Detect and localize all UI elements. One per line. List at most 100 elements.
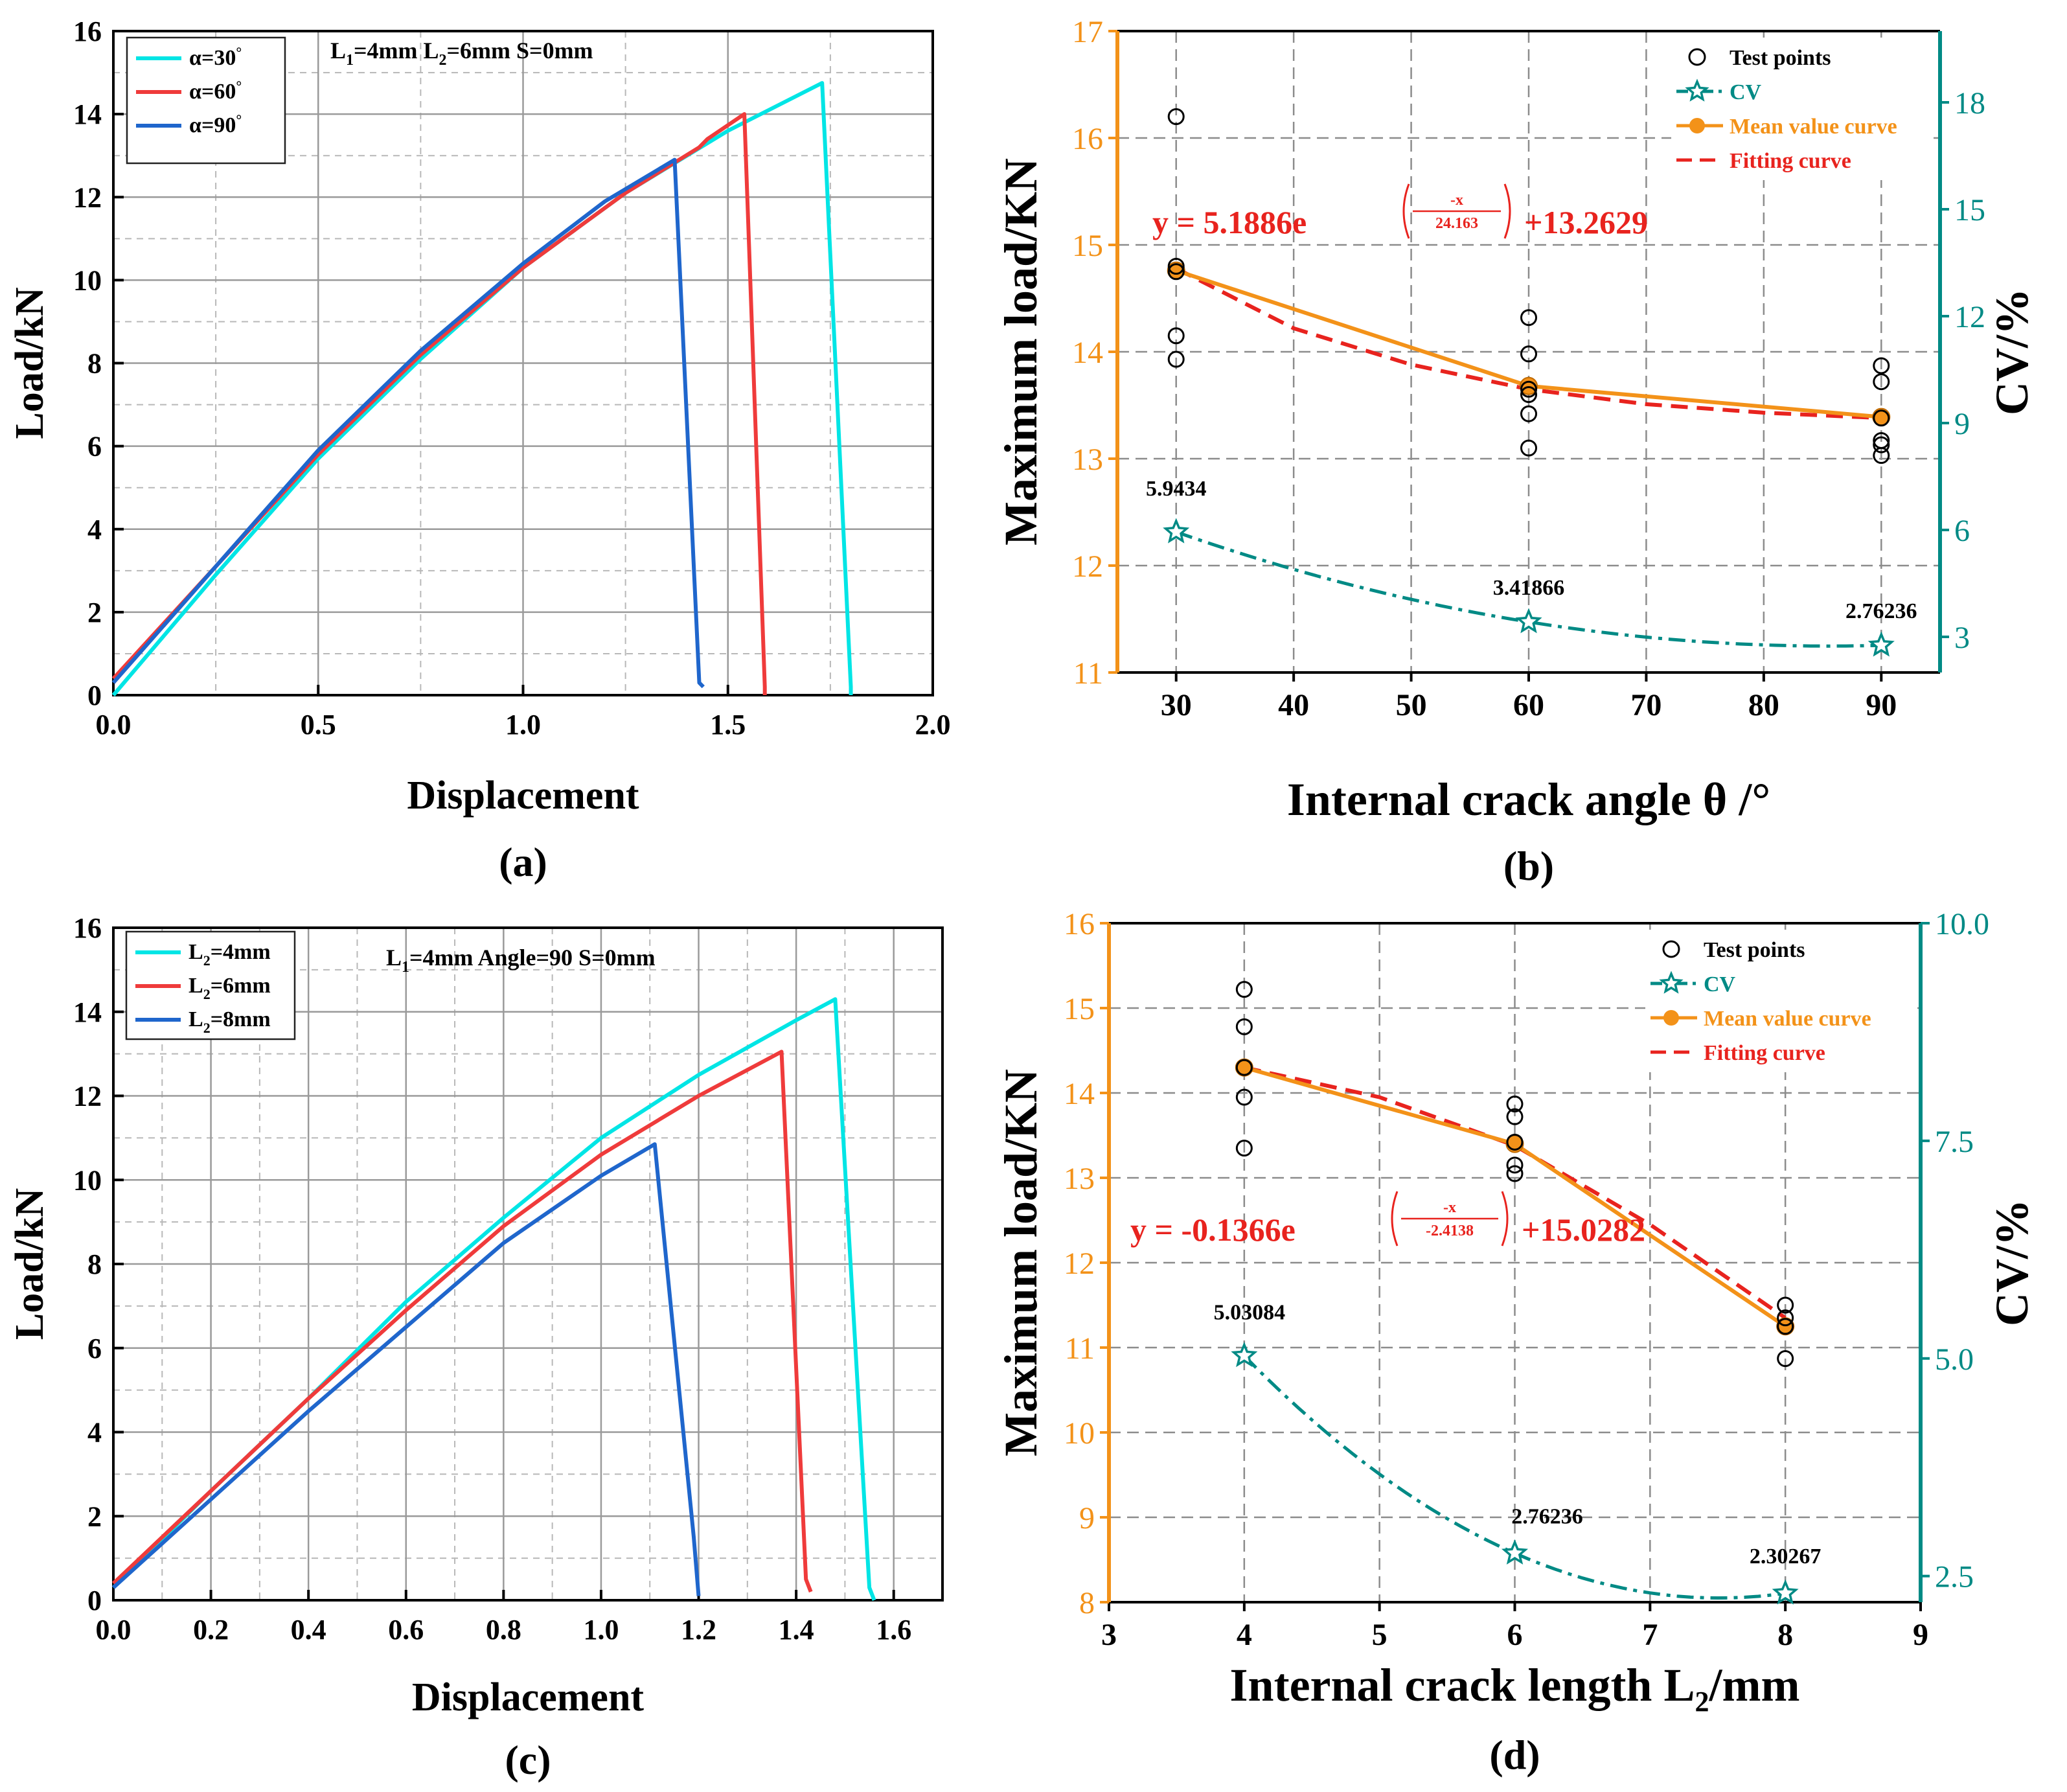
legend-label-text: =6mm	[211, 974, 271, 998]
legend-test-point-marker	[1688, 48, 1706, 66]
y-tick-label: 16	[73, 16, 102, 47]
x-tick-label: 9	[1913, 1618, 1928, 1652]
x-tick-label: 1.6	[876, 1614, 911, 1646]
panel-d: 3 4 5 6 7 8 9 8 9 10 11 12 13 14 15 16 2.5 5.0 7.5 10.0 5.03…	[995, 907, 2038, 1778]
legend-label: Test points	[1704, 938, 1805, 962]
test-point	[1235, 1059, 1253, 1076]
y-tick-label: 12	[73, 181, 102, 213]
test-point	[1520, 405, 1537, 422]
series-line-2	[111, 1050, 813, 1593]
legend-label-text: α=90	[189, 113, 236, 137]
x-tick-label: 4	[1237, 1618, 1252, 1652]
annotation-text: =6mm	[447, 38, 517, 63]
test-point	[1167, 108, 1185, 125]
x-tick-label: 0.4	[291, 1614, 326, 1646]
legend-label: L2=6mm	[188, 974, 271, 1002]
annotation-subscript: 1	[346, 52, 354, 69]
y-tick-label: 9	[1079, 1501, 1095, 1535]
test-point	[1235, 1140, 1253, 1157]
test-point	[1235, 981, 1253, 998]
y-tick-label: 11	[1065, 1331, 1095, 1366]
y2-tick-label: 3	[1954, 621, 1970, 655]
y-tick-label: 8	[87, 348, 102, 380]
x-tick-label: 50	[1396, 688, 1427, 722]
panel-label: (a)	[499, 839, 547, 885]
x-tick-label: 1.5	[710, 709, 746, 741]
legend-label: Mean value curve	[1704, 1007, 1871, 1031]
y-tick-label: 6	[87, 1333, 102, 1364]
legend-label-subscript: 2	[203, 952, 211, 969]
y2-tick-label: 9	[1954, 407, 1970, 441]
y-tick-label: 13	[1064, 1162, 1095, 1196]
annotation-text: =4mm	[409, 945, 478, 971]
y2-tick-label: 12	[1954, 300, 1985, 334]
y-tick-label: 2	[87, 597, 102, 628]
legend-label: Test points	[1730, 46, 1831, 70]
y2-axis-label: CV/%	[1986, 288, 2038, 415]
test-point	[1167, 258, 1185, 275]
x-tick-label: 1.2	[681, 1614, 716, 1646]
exponent-paren-left	[1391, 1191, 1399, 1246]
legend-label-text: L	[188, 940, 203, 964]
legend-test-point-marker	[1662, 940, 1680, 958]
condition-annotation: L1=4mm Angle=90 S=0mm	[386, 945, 656, 976]
cv-data-label: 2.76236	[1845, 599, 1917, 623]
y2-tick-label: 5.0	[1935, 1342, 1974, 1377]
legend-label: Fitting curve	[1704, 1041, 1825, 1065]
test-point	[1873, 409, 1890, 427]
annotation-text: Angle=90	[478, 945, 573, 971]
legend-box	[1671, 38, 1934, 180]
x-tick-label: 1.0	[505, 709, 541, 741]
test-point	[1873, 373, 1890, 391]
y-tick-label: 12	[1072, 549, 1103, 584]
test-point	[1506, 1108, 1524, 1125]
legend-label: α=30°	[189, 44, 242, 70]
y-tick-label: 10	[1064, 1416, 1095, 1451]
exponent-denominator: 24.163	[1435, 215, 1478, 232]
x-axis-label-text: Internal crack length L	[1230, 1659, 1695, 1711]
series-line-3	[111, 157, 705, 689]
legend-label: Fitting curve	[1730, 149, 1851, 173]
test-point	[1873, 357, 1890, 374]
condition-annotation: L1=4mm L2=6mm S=0mm	[330, 38, 593, 69]
exponent-numerator: -x	[1443, 1199, 1456, 1216]
legend-label: L2=4mm	[188, 940, 271, 969]
x-tick-label: 0.0	[96, 709, 131, 741]
y-tick-label: 10	[73, 264, 102, 296]
y-tick-label: 16	[1072, 122, 1103, 156]
exponent-numerator: -x	[1450, 192, 1463, 209]
panel-label: (d)	[1489, 1732, 1540, 1778]
legend-cv-marker	[1659, 971, 1684, 994]
fit-equation-suffix: +15.0282	[1522, 1212, 1645, 1248]
x-tick-label: 1.0	[583, 1614, 619, 1646]
legend-label-text: =8mm	[211, 1007, 271, 1031]
test-point	[1777, 1296, 1794, 1314]
y-tick-label: 14	[1064, 1077, 1095, 1111]
cv-point	[1163, 518, 1190, 544]
cv-point	[1231, 1342, 1258, 1368]
legend-label-text: L	[188, 974, 203, 998]
y-axis-label: Maximum load/KN	[995, 158, 1047, 546]
annotation-text: L	[330, 38, 346, 63]
panel-label: (b)	[1503, 843, 1554, 889]
exponent-paren-left	[1402, 183, 1410, 239]
test-point	[1167, 350, 1185, 368]
y-tick-label: 4	[87, 1417, 102, 1449]
x-axis-label: Internal crack angle θ /°	[1287, 774, 1770, 825]
x-tick-label: 8	[1777, 1618, 1793, 1652]
cv-point	[1772, 1579, 1799, 1605]
x-axis-label: Displacement	[412, 1675, 645, 1719]
y-axis-label: Load/kN	[8, 1188, 52, 1340]
y-tick-label: 8	[87, 1248, 102, 1280]
legend-cv-marker	[1685, 78, 1709, 102]
legend-label: CV	[1730, 80, 1762, 104]
test-point	[1520, 439, 1537, 457]
y2-tick-label: 10.0	[1935, 907, 1989, 941]
y-tick-label: 12	[1064, 1246, 1095, 1281]
y-tick-label: 4	[87, 514, 102, 546]
series-line-1	[111, 997, 876, 1602]
x-tick-label: 0.0	[96, 1614, 131, 1646]
annotation-text: L	[386, 945, 402, 971]
x-tick-label: 2.0	[915, 709, 951, 741]
y-tick-label: 16	[73, 912, 102, 944]
